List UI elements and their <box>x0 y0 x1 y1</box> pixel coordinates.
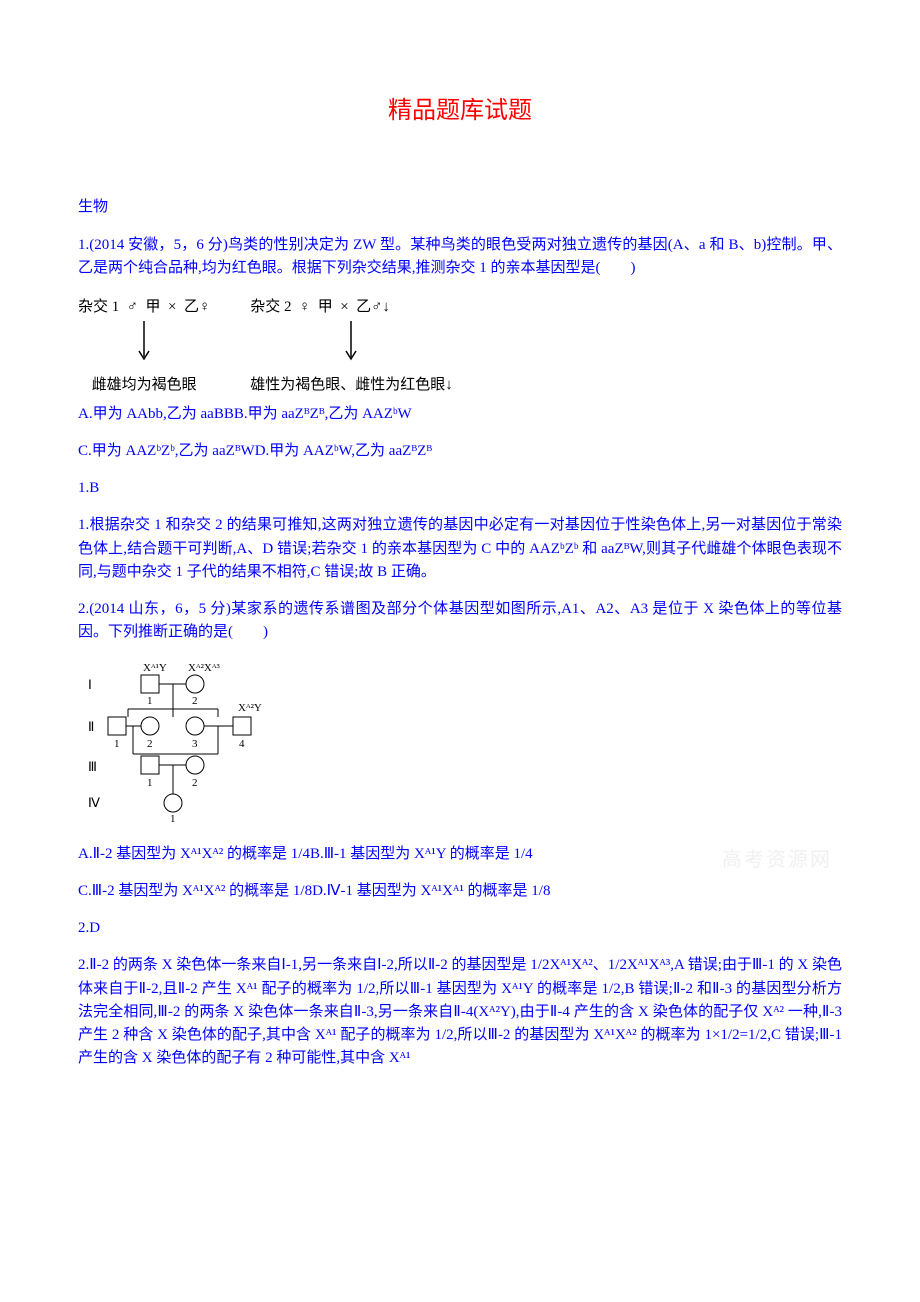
q1-options-cd: C.甲为 AAZᵇZᵇ,乙为 aaZᴮWD.甲为 AAZᵇW,乙为 aaZᴮZᴮ <box>78 440 842 463</box>
num-I2: 2 <box>192 695 198 707</box>
geno-II4: Xᴬ²Y <box>238 702 262 714</box>
pedigree-square <box>141 675 159 693</box>
q2-explanation: 2.Ⅱ-2 的两条 X 染色体一条来自Ⅰ-1,另一条来自Ⅰ-2,所以Ⅱ-2 的基… <box>78 954 842 1070</box>
q2-answer: 2.D <box>78 917 842 940</box>
q2-options-cd: C.Ⅲ-2 基因型为 Xᴬ¹Xᴬ² 的概率是 1/8D.Ⅳ-1 基因型为 Xᴬ¹… <box>78 880 842 903</box>
geno-I1: Xᴬ¹Y <box>143 662 167 674</box>
gen-label-2: Ⅱ <box>88 719 94 734</box>
gen-label-3: Ⅲ <box>88 759 97 774</box>
q1-stem: 1.(2014 安徽，5，6 分)鸟类的性别决定为 ZW 型。某种鸟类的眼色受两… <box>78 234 842 281</box>
num-II3: 3 <box>192 738 198 750</box>
num-I1: 1 <box>147 695 153 707</box>
num-III2: 2 <box>192 777 198 789</box>
down-arrow-icon <box>134 319 154 365</box>
cross2-result: 雄性为褐色眼、雌性为红色眼↓ <box>250 373 453 397</box>
pedigree-square <box>141 756 159 774</box>
down-arrow-icon <box>341 319 361 365</box>
page-title: 精品题库试题 <box>78 90 842 125</box>
cross1-result: 雌雄均为褐色眼 <box>78 373 210 397</box>
cross1-arrow <box>78 319 210 373</box>
pedigree-square <box>108 717 126 735</box>
geno-I2: Xᴬ²Xᴬ³ <box>188 662 220 674</box>
pedigree-svg: Xᴬ¹Y Xᴬ²Xᴬ³ 1 2 Ⅰ 1 2 3 Xᴬ²Y 4 Ⅱ <box>78 659 308 824</box>
q1-cross-diagram: 杂交 1 ♂ 甲 × 乙♀ 雌雄均为褐色眼 杂交 2 ♀ 甲 × 乙♂↓ 雄性为… <box>78 295 842 397</box>
num-III1: 1 <box>147 777 153 789</box>
pedigree-circle <box>186 717 204 735</box>
pedigree-square <box>233 717 251 735</box>
q1-answer: 1.B <box>78 477 842 500</box>
pedigree-circle <box>141 717 159 735</box>
q2-pedigree-diagram: Xᴬ¹Y Xᴬ²Xᴬ³ 1 2 Ⅰ 1 2 3 Xᴬ²Y 4 Ⅱ <box>78 659 842 829</box>
cross-1: 杂交 1 ♂ 甲 × 乙♀ 雌雄均为褐色眼 <box>78 295 210 397</box>
pedigree-circle <box>186 756 204 774</box>
cross2-header: 杂交 2 ♀ 甲 × 乙♂↓ <box>250 295 453 319</box>
cross1-header: 杂交 1 ♂ 甲 × 乙♀ <box>78 295 210 319</box>
cross2-arrow <box>250 319 453 373</box>
q1-explanation: 1.根据杂交 1 和杂交 2 的结果可推知,这两对独立遗传的基因中必定有一对基因… <box>78 514 842 584</box>
q2-stem: 2.(2014 山东，6，5 分)某家系的遗传系谱图及部分个体基因型如图所示,A… <box>78 598 842 645</box>
num-II2: 2 <box>147 738 153 750</box>
subject-label: 生物 <box>78 195 842 216</box>
gen-label-1: Ⅰ <box>88 677 92 692</box>
q2-options-ab: A.Ⅱ-2 基因型为 Xᴬ¹Xᴬ² 的概率是 1/4B.Ⅲ-1 基因型为 Xᴬ¹… <box>78 843 842 866</box>
q1-options-ab: A.甲为 AAbb,乙为 aaBBB.甲为 aaZᴮZᴮ,乙为 AAZᵇW <box>78 403 842 426</box>
pedigree-circle <box>186 675 204 693</box>
pedigree-circle <box>164 794 182 812</box>
num-IV1: 1 <box>170 813 176 824</box>
num-II1: 1 <box>114 738 120 750</box>
cross-2: 杂交 2 ♀ 甲 × 乙♂↓ 雄性为褐色眼、雌性为红色眼↓ <box>250 295 453 397</box>
gen-label-4: Ⅳ <box>88 795 100 810</box>
num-II4: 4 <box>239 738 245 750</box>
